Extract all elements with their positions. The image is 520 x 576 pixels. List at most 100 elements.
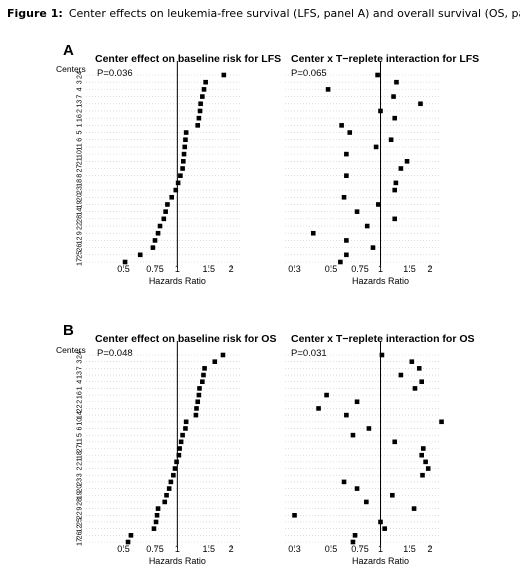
data-point-center-1 bbox=[197, 386, 202, 391]
data-point-center-22 bbox=[194, 406, 199, 411]
center-label: 5 bbox=[75, 131, 84, 135]
data-point-center-28 bbox=[392, 216, 398, 222]
center-label: 8 bbox=[75, 174, 84, 178]
data-point-center-3 bbox=[394, 79, 399, 85]
x-tick-label: 1.5 bbox=[403, 544, 416, 554]
center-label: 7 bbox=[75, 366, 84, 370]
data-point-center-7 bbox=[391, 94, 396, 99]
center-label: 23 bbox=[75, 478, 84, 486]
data-point-center-11 bbox=[178, 439, 184, 445]
data-point-center-22 bbox=[364, 223, 370, 229]
center-label: 16 bbox=[75, 391, 84, 399]
chart-panel-a-baseline: A Centers Center effect on baseline risk f… bbox=[56, 42, 281, 286]
p-value: P=0.065 bbox=[291, 68, 327, 79]
chart-title: Center effect on baseline risk for LFS bbox=[95, 53, 281, 65]
center-label: 20 bbox=[75, 485, 84, 493]
data-point-center-22 bbox=[292, 512, 297, 518]
data-point-center-19 bbox=[165, 202, 170, 207]
center-label: 4 bbox=[75, 87, 84, 91]
data-point-center-26 bbox=[370, 245, 376, 250]
data-point-center-24 bbox=[375, 72, 380, 78]
center-label: 13 bbox=[75, 100, 84, 108]
data-point-center-11 bbox=[182, 144, 188, 150]
x-tick-label: 1 bbox=[378, 544, 383, 554]
data-point-center-6 bbox=[388, 137, 394, 143]
center-label: 22 bbox=[75, 222, 84, 230]
data-point-center-26 bbox=[150, 245, 156, 250]
data-point-center-9 bbox=[155, 230, 161, 236]
panel-letter: A bbox=[63, 42, 74, 59]
data-point-center-13 bbox=[418, 101, 423, 107]
center-label: 6 bbox=[75, 138, 84, 142]
data-point-center-19 bbox=[164, 492, 169, 498]
data-point-center-17 bbox=[338, 259, 343, 265]
data-point-center-2 bbox=[354, 399, 360, 405]
data-point-center-12 bbox=[344, 238, 349, 243]
p-value: P=0.048 bbox=[97, 348, 133, 359]
data-point-center-11 bbox=[392, 439, 398, 445]
data-point-center-11 bbox=[373, 144, 379, 150]
center-label: 19 bbox=[75, 200, 84, 208]
data-point-center-2 bbox=[197, 108, 203, 114]
center-label: 25 bbox=[75, 251, 84, 259]
data-point-center-21 bbox=[423, 459, 428, 465]
x-tick-label: 2 bbox=[229, 544, 234, 554]
data-point-center-16 bbox=[196, 115, 202, 121]
data-point-center-10 bbox=[439, 419, 444, 425]
x-tick-label: 1.5 bbox=[203, 544, 216, 554]
data-point-center-27 bbox=[180, 166, 185, 171]
x-tick-label: 0.3 bbox=[288, 264, 301, 274]
data-point-center-13 bbox=[198, 101, 203, 107]
data-point-center-20 bbox=[341, 194, 347, 200]
data-point-center-5 bbox=[183, 130, 189, 135]
center-label: 17 bbox=[75, 538, 84, 546]
panel-letter: B bbox=[63, 322, 74, 339]
data-point-center-17 bbox=[125, 539, 131, 545]
center-label: 25 bbox=[75, 518, 84, 526]
p-value: P=0.031 bbox=[291, 348, 327, 359]
data-point-center-1 bbox=[412, 386, 418, 391]
data-point-center-1 bbox=[339, 123, 344, 128]
data-point-center-10 bbox=[344, 151, 349, 157]
data-point-center-21 bbox=[404, 159, 410, 164]
data-point-center-23 bbox=[173, 187, 179, 193]
center-label: 21 bbox=[75, 157, 84, 165]
center-label: 3 bbox=[75, 80, 84, 84]
data-point-center-23 bbox=[341, 479, 347, 485]
data-point-center-14 bbox=[163, 209, 168, 214]
data-point-center-24 bbox=[379, 352, 385, 358]
data-point-center-3 bbox=[212, 359, 218, 364]
data-point-center-8 bbox=[344, 173, 349, 178]
data-point-center-13 bbox=[398, 372, 404, 378]
chart-title: Center effect on baseline risk for OS bbox=[95, 333, 276, 345]
data-point-center-7 bbox=[416, 366, 422, 371]
data-point-center-21 bbox=[181, 159, 186, 164]
data-point-center-23 bbox=[168, 479, 174, 485]
data-point-center-27 bbox=[420, 446, 426, 451]
center-label: 1 bbox=[75, 123, 84, 127]
x-tick-label: 0.75 bbox=[351, 264, 369, 274]
x-tick-label: 1 bbox=[378, 264, 383, 274]
data-point-center-4 bbox=[325, 87, 331, 92]
data-point-center-9 bbox=[310, 230, 316, 236]
x-tick-label: 0.5 bbox=[325, 544, 338, 554]
center-label: 9 bbox=[75, 231, 84, 235]
x-tick-label: 0.75 bbox=[146, 544, 164, 554]
center-label: 3 bbox=[75, 360, 84, 364]
center-label: 3 bbox=[75, 473, 84, 477]
center-label: 20 bbox=[75, 193, 84, 201]
data-point-center-25 bbox=[344, 252, 349, 258]
x-tick-label: 0.75 bbox=[351, 544, 369, 554]
data-point-center-23 bbox=[392, 187, 398, 193]
data-point-center-28 bbox=[162, 499, 168, 505]
data-point-center-14 bbox=[344, 412, 349, 418]
x-tick-label: 1 bbox=[175, 264, 180, 274]
data-point-center-5 bbox=[350, 432, 356, 438]
data-point-center-5 bbox=[347, 130, 353, 135]
center-label: 1 bbox=[75, 386, 84, 390]
center-label: 16 bbox=[75, 114, 84, 122]
center-label: 23 bbox=[75, 186, 84, 194]
center-label: 26 bbox=[75, 244, 84, 252]
center-label: 27 bbox=[75, 165, 84, 173]
data-point-center-18 bbox=[175, 180, 181, 186]
